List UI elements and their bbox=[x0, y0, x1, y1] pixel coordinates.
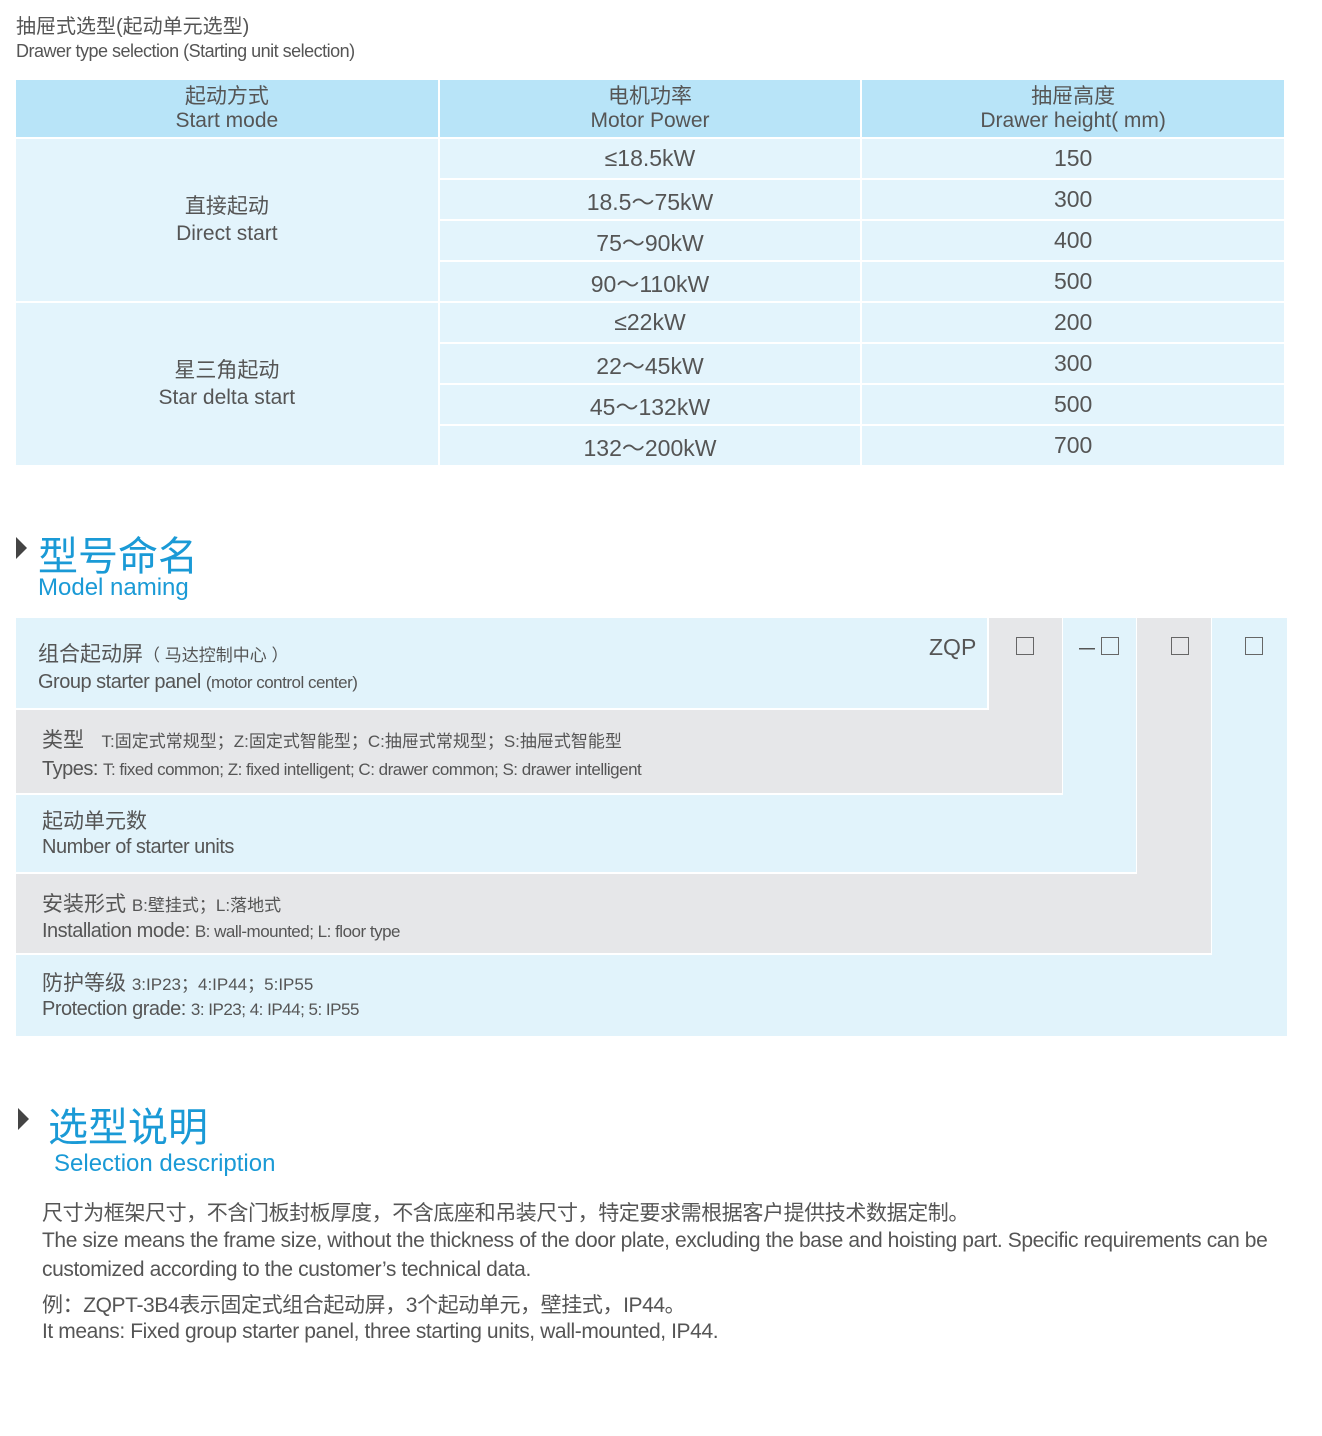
drawer-selection-table: 起动方式 Start mode 电机功率 Motor Power 抽屉高度 Drawe… bbox=[16, 80, 1284, 465]
section-arrow-icon bbox=[18, 1108, 29, 1130]
motor-power-cell: 132～200kW bbox=[438, 424, 863, 465]
desc-line: The size means the frame size, without t… bbox=[42, 1229, 1268, 1252]
motor-power-cell: 22～45kW bbox=[438, 342, 863, 384]
motor-power-cell: 90～110kW bbox=[438, 260, 863, 302]
section-title-cn: 抽屉式选型(起动单元选型) bbox=[16, 16, 250, 38]
table-row: 星三角起动 Star delta start ≤22kW 200 bbox=[16, 301, 1284, 465]
model-row-units: 起动单元数 Number of starter units bbox=[16, 795, 1136, 872]
model-row-panel: 组合起动屏（ 马达控制中心 ） Group starter panel (mot… bbox=[16, 618, 987, 708]
col-start-mode: 起动方式 Start mode bbox=[16, 80, 440, 138]
code-box-installation bbox=[1171, 637, 1189, 655]
drawer-height-cell: 500 bbox=[861, 383, 1284, 425]
col-drawer-height: 抽屉高度 Drawer height( mm) bbox=[861, 80, 1284, 138]
code-box-units bbox=[1101, 637, 1119, 655]
motor-power-cell: 75～90kW bbox=[438, 219, 863, 261]
drawer-height-cell: 200 bbox=[861, 301, 1284, 343]
model-naming-subtitle: Model naming bbox=[38, 574, 189, 601]
section-title-en: Drawer type selection (Starting unit sel… bbox=[16, 41, 355, 61]
col-motor-power: 电机功率 Motor Power bbox=[438, 80, 863, 138]
code-dash: － bbox=[1076, 637, 1099, 662]
model-row-type: 类型 T:固定式常规型；Z:固定式智能型；C:抽屉式常规型；S:抽屉式智能型 T… bbox=[16, 710, 1062, 793]
start-mode-cell: 星三角起动 Star delta start bbox=[16, 301, 440, 465]
code-box-type bbox=[1016, 637, 1034, 655]
model-naming-title: 型号命名 bbox=[38, 535, 198, 579]
table-row: 45～132kW 500 bbox=[16, 383, 1284, 425]
motor-power-cell: 18.5～75kW bbox=[438, 178, 863, 220]
drawer-height-cell: 300 bbox=[861, 342, 1284, 384]
motor-power-cell: ≤18.5kW bbox=[438, 137, 863, 179]
desc-line: It means: Fixed group starter panel, thr… bbox=[42, 1320, 719, 1343]
table-row: 18.5～75kW 300 bbox=[16, 178, 1284, 220]
drawer-height-cell: 300 bbox=[861, 178, 1284, 220]
section-arrow-icon bbox=[16, 537, 27, 559]
table-row: 132～200kW 700 bbox=[16, 424, 1284, 465]
table-row: 75～90kW 400 bbox=[16, 219, 1284, 261]
drawer-height-cell: 700 bbox=[861, 424, 1284, 465]
model-row-protection: 防护等级 3:IP23；4:IP44；5:IP55 Protection gra… bbox=[16, 955, 1287, 1036]
code-box-protection bbox=[1245, 637, 1263, 655]
table-row: 90～110kW 500 bbox=[16, 260, 1284, 302]
model-prefix: ZQP bbox=[929, 634, 977, 660]
selection-title: 选型说明 bbox=[48, 1106, 208, 1150]
drawer-height-cell: 150 bbox=[861, 137, 1284, 179]
desc-line: 尺寸为框架尺寸，不含门板封板厚度，不含底座和吊装尺寸，特定要求需根据客户提供技术… bbox=[42, 1202, 969, 1225]
drawer-height-cell: 500 bbox=[861, 260, 1284, 302]
selection-subtitle: Selection description bbox=[54, 1150, 276, 1177]
desc-line: 例：ZQPT-3B4表示固定式组合起动屏，3个起动单元，壁挂式，IP44。 bbox=[42, 1294, 686, 1317]
start-mode-cell: 直接起动 Direct start bbox=[16, 137, 440, 302]
table-row: 直接起动 Direct start ≤18.5kW 150 bbox=[16, 137, 1284, 302]
motor-power-cell: ≤22kW bbox=[438, 301, 863, 343]
desc-line: customized according to the customer’s t… bbox=[42, 1258, 531, 1281]
model-row-installation: 安装形式 B:壁挂式；L:落地式 Installation mode: B: w… bbox=[16, 874, 1211, 953]
motor-power-cell: 45～132kW bbox=[438, 383, 863, 425]
drawer-height-cell: 400 bbox=[861, 219, 1284, 261]
table-row: 22～45kW 300 bbox=[16, 342, 1284, 384]
